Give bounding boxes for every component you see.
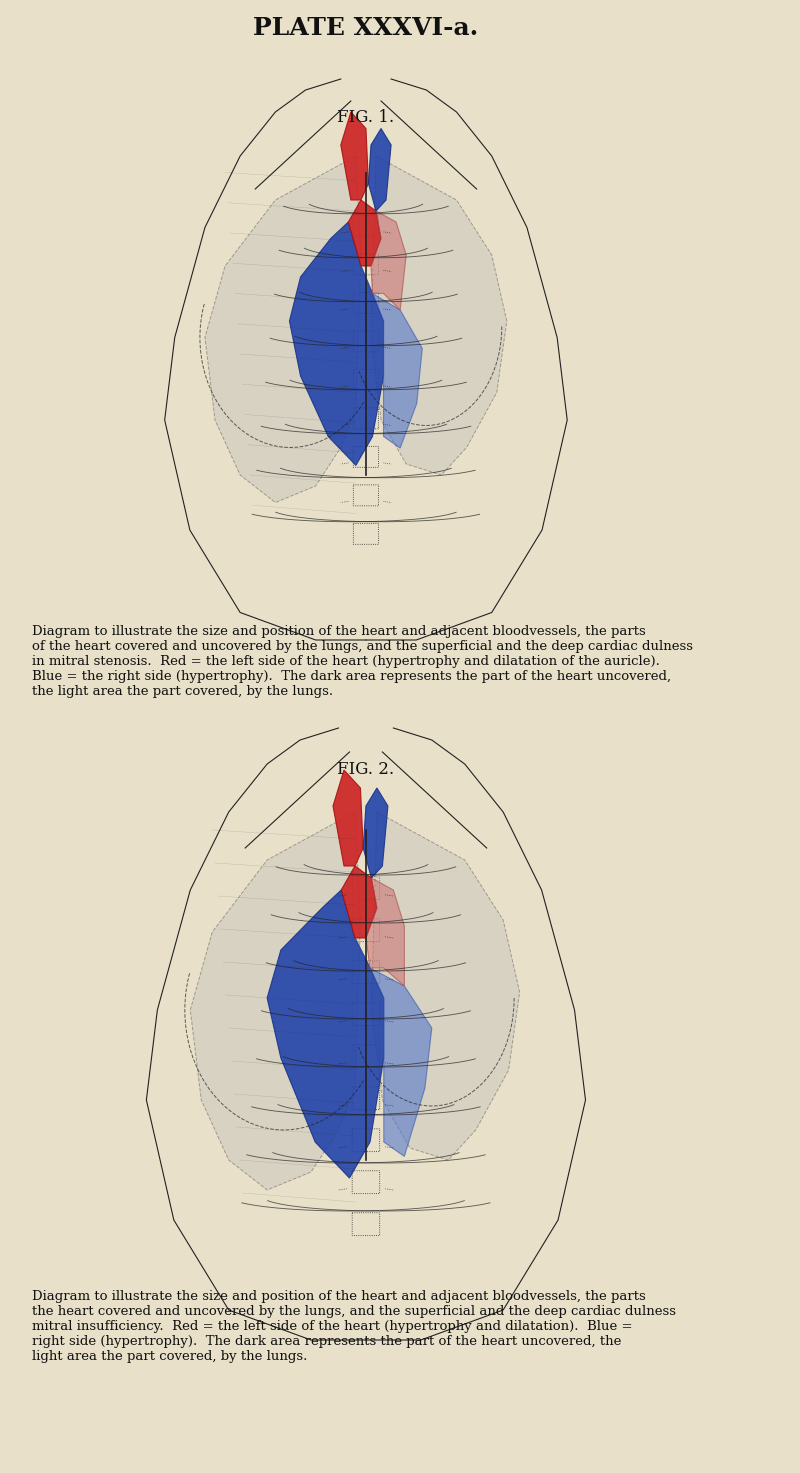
FancyBboxPatch shape: [352, 1087, 380, 1109]
Polygon shape: [369, 128, 391, 211]
FancyBboxPatch shape: [354, 331, 378, 352]
Polygon shape: [205, 156, 361, 502]
FancyBboxPatch shape: [352, 1171, 380, 1193]
FancyBboxPatch shape: [352, 876, 380, 900]
FancyBboxPatch shape: [354, 253, 378, 275]
Polygon shape: [355, 938, 432, 1156]
Polygon shape: [371, 211, 406, 309]
Text: Diagram to illustrate the size and position of the heart and adjacent bloodvesse: Diagram to illustrate the size and posit…: [32, 1290, 676, 1363]
Text: Diagram to illustrate the size and position of the heart and adjacent bloodvesse: Diagram to illustrate the size and posit…: [32, 625, 693, 698]
Polygon shape: [371, 812, 520, 1161]
Text: PLATE XXXVI-a.: PLATE XXXVI-a.: [254, 16, 478, 40]
FancyBboxPatch shape: [354, 292, 378, 314]
FancyBboxPatch shape: [352, 1003, 380, 1025]
Polygon shape: [342, 866, 377, 938]
Polygon shape: [190, 812, 361, 1190]
FancyBboxPatch shape: [354, 408, 378, 429]
Polygon shape: [333, 770, 363, 866]
Polygon shape: [366, 878, 404, 985]
FancyBboxPatch shape: [352, 1044, 380, 1068]
FancyBboxPatch shape: [352, 960, 380, 984]
FancyBboxPatch shape: [352, 1212, 380, 1236]
Polygon shape: [363, 788, 388, 878]
Polygon shape: [267, 890, 384, 1178]
FancyBboxPatch shape: [354, 485, 378, 505]
Polygon shape: [290, 222, 383, 465]
FancyBboxPatch shape: [352, 1128, 380, 1152]
FancyBboxPatch shape: [354, 370, 378, 390]
FancyBboxPatch shape: [354, 446, 378, 467]
Polygon shape: [361, 267, 422, 448]
FancyBboxPatch shape: [354, 523, 378, 545]
Polygon shape: [348, 200, 381, 267]
Polygon shape: [341, 112, 369, 200]
Polygon shape: [371, 156, 507, 474]
FancyBboxPatch shape: [352, 919, 380, 941]
Text: FIG. 1.: FIG. 1.: [338, 109, 394, 127]
Text: FIG. 2.: FIG. 2.: [338, 762, 394, 779]
FancyBboxPatch shape: [354, 215, 378, 236]
